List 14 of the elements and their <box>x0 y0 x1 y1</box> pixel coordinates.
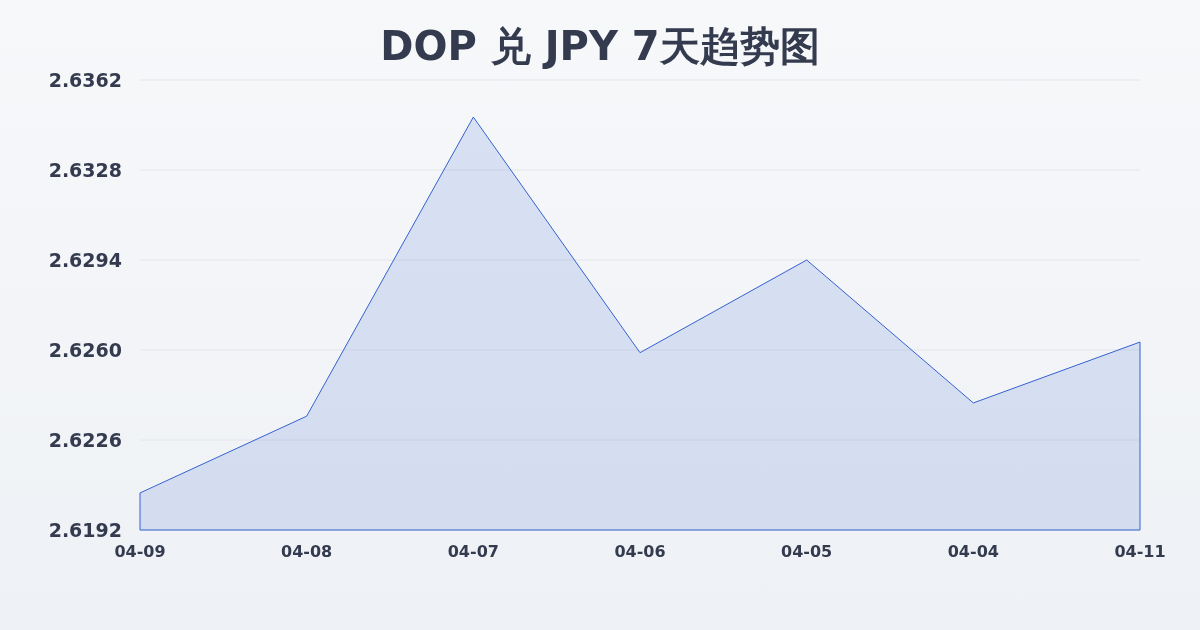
y-tick-label: 2.6226 <box>48 429 122 451</box>
x-tick-label: 04-05 <box>781 542 833 561</box>
x-tick-label: 04-09 <box>114 542 166 561</box>
x-tick-label: 04-11 <box>1114 542 1166 561</box>
y-tick-label: 2.6260 <box>48 339 122 361</box>
chart-title: DOP 兑 JPY 7天趋势图 <box>380 23 820 69</box>
y-tick-label: 2.6362 <box>48 69 122 91</box>
y-tick-label: 2.6328 <box>48 159 122 181</box>
x-tick-label: 04-04 <box>947 542 999 561</box>
x-tick-label: 04-06 <box>614 542 666 561</box>
y-tick-label: 2.6192 <box>48 519 122 541</box>
x-tick-label: 04-07 <box>447 542 499 561</box>
y-tick-label: 2.6294 <box>48 249 122 271</box>
x-tick-label: 04-08 <box>281 542 333 561</box>
